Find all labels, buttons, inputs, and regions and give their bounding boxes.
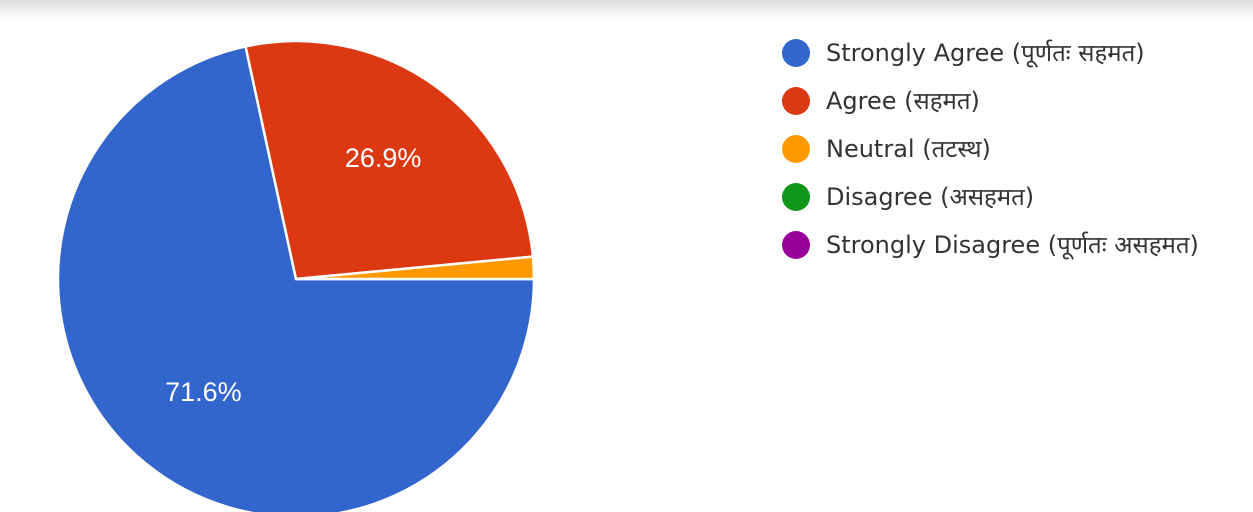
legend-item-disagree: Disagree (असहमत) [782,180,1252,214]
legend-item-agree: Agree (सहमत) [782,84,1252,118]
legend-label-neutral: Neutral (तटस्थ) [826,135,991,163]
slice-value-label-0: 71.6% [165,377,242,407]
legend-swatch-neutral [782,135,810,163]
legend-swatch-strongly-disagree [782,231,810,259]
legend-label-strongly-disagree: Strongly Disagree (पूर्णतः असहमत) [826,231,1199,259]
pie-slice-1 [244,39,535,281]
legend-swatch-strongly-agree [782,39,810,67]
legend-item-neutral: Neutral (तटस्थ) [782,132,1252,166]
top-shadow [0,0,1253,22]
pie-slice-2 [294,255,536,281]
legend-item-strongly-agree: Strongly Agree (पूर्णतः सहमत) [782,36,1252,70]
pie-chart: 71.6% 26.9% [56,39,536,512]
chart-legend: Strongly Agree (पूर्णतः सहमत) Agree (सहम… [782,36,1252,276]
legend-swatch-agree [782,87,810,115]
legend-label-disagree: Disagree (असहमत) [826,183,1035,211]
legend-label-strongly-agree: Strongly Agree (पूर्णतः सहमत) [826,39,1145,67]
legend-label-agree: Agree (सहमत) [826,87,980,115]
legend-item-strongly-disagree: Strongly Disagree (पूर्णतः असहमत) [782,228,1252,262]
slice-value-label-1: 26.9% [345,143,422,173]
legend-swatch-disagree [782,183,810,211]
